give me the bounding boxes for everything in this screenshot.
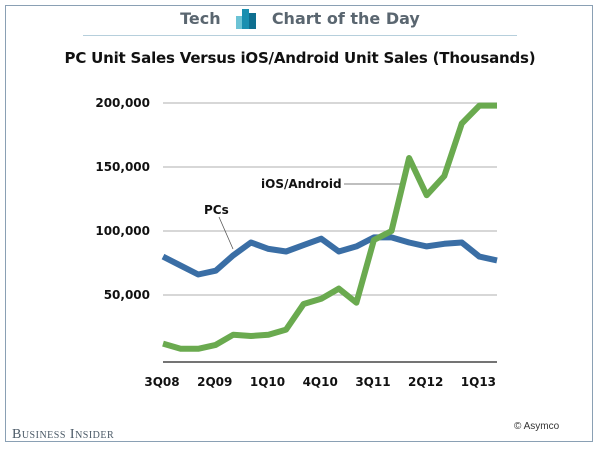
header-tech-label: Tech xyxy=(180,9,221,28)
x-tick-label: 3Q08 xyxy=(144,375,179,389)
y-tick-label: 200,000 xyxy=(95,96,150,110)
y-tick-label: 50,000 xyxy=(104,288,150,302)
chart-title: PC Unit Sales Versus iOS/Android Unit Sa… xyxy=(64,49,536,67)
y-tick-label: 100,000 xyxy=(95,224,150,238)
ios-android-annotation: iOS/Android xyxy=(261,177,342,191)
bar-chart-icon xyxy=(236,8,257,29)
pcs-annotation: PCs xyxy=(204,203,229,217)
x-tick-label: 2Q12 xyxy=(408,375,443,389)
x-tick-label: 3Q11 xyxy=(355,375,390,389)
pcs-series-line xyxy=(161,234,498,278)
ios-android-series-line xyxy=(162,102,497,352)
header-chart-of-the-day-label: Chart of the Day xyxy=(271,9,420,28)
header-divider xyxy=(83,35,517,36)
source-credit: © Asymco xyxy=(514,421,560,432)
business-insider-logo: Business Insider xyxy=(12,427,115,442)
chart-header: Tech Chart of the Day xyxy=(0,8,600,32)
x-tick-label: 2Q09 xyxy=(197,375,232,389)
chart-frame xyxy=(5,5,593,442)
x-tick-label: 1Q13 xyxy=(461,375,496,389)
x-tick-label: 4Q10 xyxy=(303,375,338,389)
pcs-leader-line xyxy=(218,216,234,250)
y-tick-label: 150,000 xyxy=(95,160,150,174)
x-tick-label: 1Q10 xyxy=(250,375,285,389)
